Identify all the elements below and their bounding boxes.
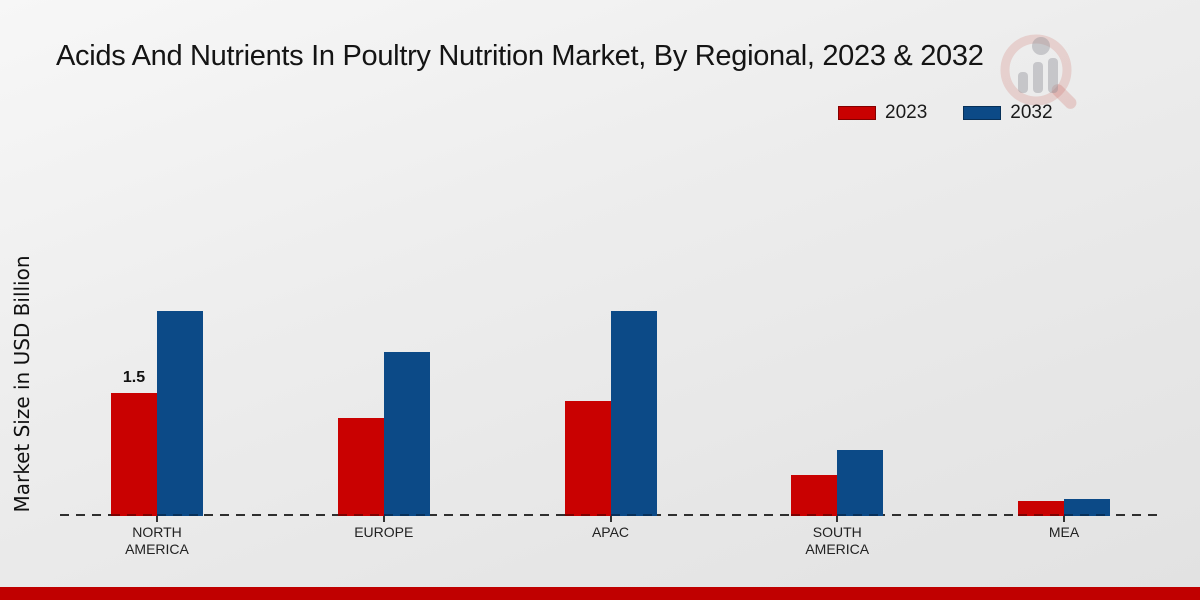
bar-group-north-america: NORTH AMERICA 1.5 bbox=[111, 0, 203, 600]
bar-2023-apac[interactable] bbox=[564, 401, 611, 516]
category-label: MEA bbox=[1048, 524, 1080, 540]
bar-group-europe: EUROPE bbox=[337, 0, 430, 600]
axis-tick bbox=[156, 516, 158, 522]
bar-2032-north-america[interactable] bbox=[157, 311, 203, 516]
bar-2023-north-america[interactable] bbox=[111, 393, 157, 516]
legend-label-2032: 2032 bbox=[1010, 102, 1053, 123]
axis-tick bbox=[836, 516, 839, 522]
brand-logo-watermark bbox=[993, 22, 1085, 114]
legend-swatch-2023 bbox=[838, 106, 876, 120]
axis-tick bbox=[1063, 516, 1065, 522]
value-label: 1.5 bbox=[122, 369, 146, 386]
legend-swatch-2032 bbox=[963, 106, 1002, 120]
legend-item-2023[interactable]: 2023 bbox=[838, 102, 927, 124]
category-label: NORTH AMERICA bbox=[125, 524, 189, 557]
bar-group-mea: MEA bbox=[1018, 0, 1110, 600]
bar-2023-europe[interactable] bbox=[337, 418, 384, 516]
chart-title: Acids And Nutrients In Poultry Nutrition… bbox=[56, 40, 984, 72]
category-label: EUROPE bbox=[354, 524, 414, 540]
legend-label-2023: 2023 bbox=[885, 102, 928, 123]
bar-2032-mea[interactable] bbox=[1064, 499, 1110, 516]
bar-2023-south-america[interactable] bbox=[791, 475, 838, 516]
magnifier-bar-chart-icon bbox=[1000, 34, 1077, 109]
bar-2032-apac[interactable] bbox=[610, 311, 657, 516]
bar-group-south-america: SOUTH AMERICA bbox=[791, 0, 884, 600]
axis-tick bbox=[609, 516, 612, 522]
axis-tick bbox=[382, 516, 385, 522]
bar-2032-south-america[interactable] bbox=[837, 450, 884, 516]
legend: 2023 2032 bbox=[838, 102, 1053, 124]
category-label: APAC bbox=[591, 524, 630, 540]
legend-item-2032[interactable]: 2032 bbox=[963, 102, 1053, 124]
category-label: SOUTH AMERICA bbox=[805, 524, 870, 557]
bar-group-apac: APAC bbox=[564, 0, 657, 600]
bar-2032-europe[interactable] bbox=[383, 352, 430, 516]
bar-2023-mea[interactable] bbox=[1018, 501, 1064, 516]
footer-accent-bar bbox=[0, 587, 1200, 600]
